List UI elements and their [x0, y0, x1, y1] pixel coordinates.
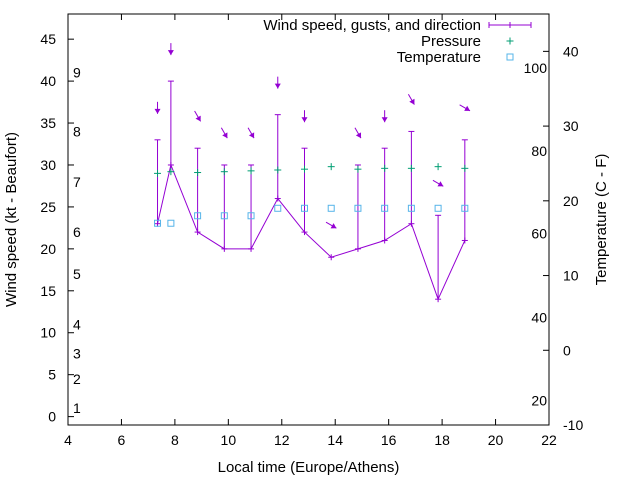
wind-direction-arrowhead — [274, 83, 281, 89]
temperature-point — [220, 212, 228, 220]
x-tick-label: 16 — [381, 432, 397, 448]
temperature-point — [461, 204, 469, 212]
temperature-point — [381, 204, 389, 212]
y2-tick-label: -10 — [563, 417, 583, 433]
wind-direction-arrowhead — [409, 98, 415, 105]
temperature-point — [407, 204, 415, 212]
y-tick-label: 20 — [40, 241, 56, 257]
wind-direction-arrowhead — [437, 181, 444, 187]
temperature-point — [434, 204, 442, 212]
x-tick-label: 10 — [221, 432, 237, 448]
plot-border — [67, 13, 550, 426]
wind-direction-arrowhead — [167, 50, 174, 56]
y-tick-label: 40 — [40, 73, 56, 89]
y-axis-label: Wind speed (kt - Beaufort) — [3, 132, 20, 307]
temperature-point — [300, 204, 308, 212]
x-tick-label: 4 — [64, 432, 72, 448]
y2-tick-label: 0 — [563, 342, 571, 358]
beaufort-label: 2 — [73, 371, 81, 387]
y2-tick-label: 30 — [563, 118, 579, 134]
x-tick-label: 14 — [327, 432, 343, 448]
temperature-point — [194, 212, 202, 220]
x-tick-label: 20 — [488, 432, 504, 448]
y-tick-label: 10 — [40, 325, 56, 341]
fahrenheit-label: 40 — [531, 309, 547, 325]
temperature-point — [154, 219, 162, 227]
y-tick-label: 45 — [40, 31, 56, 47]
axis-ticks: 4 6 8 10 12 14 16 18 20 2205101520253035404512345… — [40, 14, 583, 448]
y-tick-label: 5 — [48, 367, 56, 383]
wind-direction-arrowhead — [154, 108, 161, 114]
wind-direction-arrowhead — [195, 115, 201, 122]
beaufort-label: 7 — [73, 174, 81, 190]
plot-frame — [67, 13, 550, 426]
y2-tick-label: 20 — [563, 193, 579, 209]
beaufort-label: 5 — [73, 266, 81, 282]
y-tick-label: 25 — [40, 199, 56, 215]
fahrenheit-label: 80 — [531, 143, 547, 159]
legend-swatch-temperature — [506, 53, 514, 61]
legend-label-wind: Wind speed, gusts, and direction — [263, 17, 481, 34]
wind-direction-arrowhead — [355, 132, 362, 139]
legend-label-temperature: Temperature — [397, 49, 481, 66]
x-tick-label: 6 — [118, 432, 126, 448]
wind-direction-arrowhead — [248, 132, 255, 139]
y-tick-label: 0 — [48, 409, 56, 425]
fahrenheit-label: 20 — [531, 392, 547, 408]
wind-direction-arrowhead — [330, 223, 337, 229]
x-axis-label: Local time (Europe/Athens) — [218, 459, 400, 476]
y-tick-label: 15 — [40, 283, 56, 299]
legend-label-pressure: Pressure — [421, 33, 481, 50]
y2-tick-label: 40 — [563, 43, 579, 59]
wind-direction-arrowhead — [381, 117, 388, 123]
y2-tick-label: 10 — [563, 268, 579, 284]
beaufort-label: 6 — [73, 224, 81, 240]
fahrenheit-label: 100 — [524, 60, 548, 76]
y-tick-label: 30 — [40, 157, 56, 173]
y-tick-label: 35 — [40, 115, 56, 131]
beaufort-label: 4 — [73, 316, 81, 332]
temperature-point — [354, 204, 362, 212]
fahrenheit-label: 60 — [531, 226, 547, 242]
chart-marks — [154, 43, 471, 303]
x-tick-label: 12 — [274, 432, 290, 448]
x-tick-label: 18 — [434, 432, 450, 448]
beaufort-label: 9 — [73, 65, 81, 81]
temperature-point — [274, 204, 282, 212]
wind-direction-arrowhead — [301, 117, 308, 123]
temperature-point — [167, 219, 175, 227]
beaufort-label: 3 — [73, 346, 81, 362]
beaufort-label: 1 — [73, 400, 81, 416]
temperature-point — [247, 212, 255, 220]
wind-direction-arrowhead — [464, 105, 471, 111]
wind-speed-line — [157, 163, 466, 301]
x-tick-label: 8 — [171, 432, 179, 448]
y2-axis-label: Temperature (C - F) — [593, 154, 610, 286]
legend: Wind speed, gusts, and direction Pressur… — [263, 17, 532, 66]
beaufort-label: 8 — [73, 123, 81, 139]
temperature-point — [327, 204, 335, 212]
wind-direction-arrowhead — [222, 132, 228, 139]
x-tick-label: 22 — [541, 432, 557, 448]
